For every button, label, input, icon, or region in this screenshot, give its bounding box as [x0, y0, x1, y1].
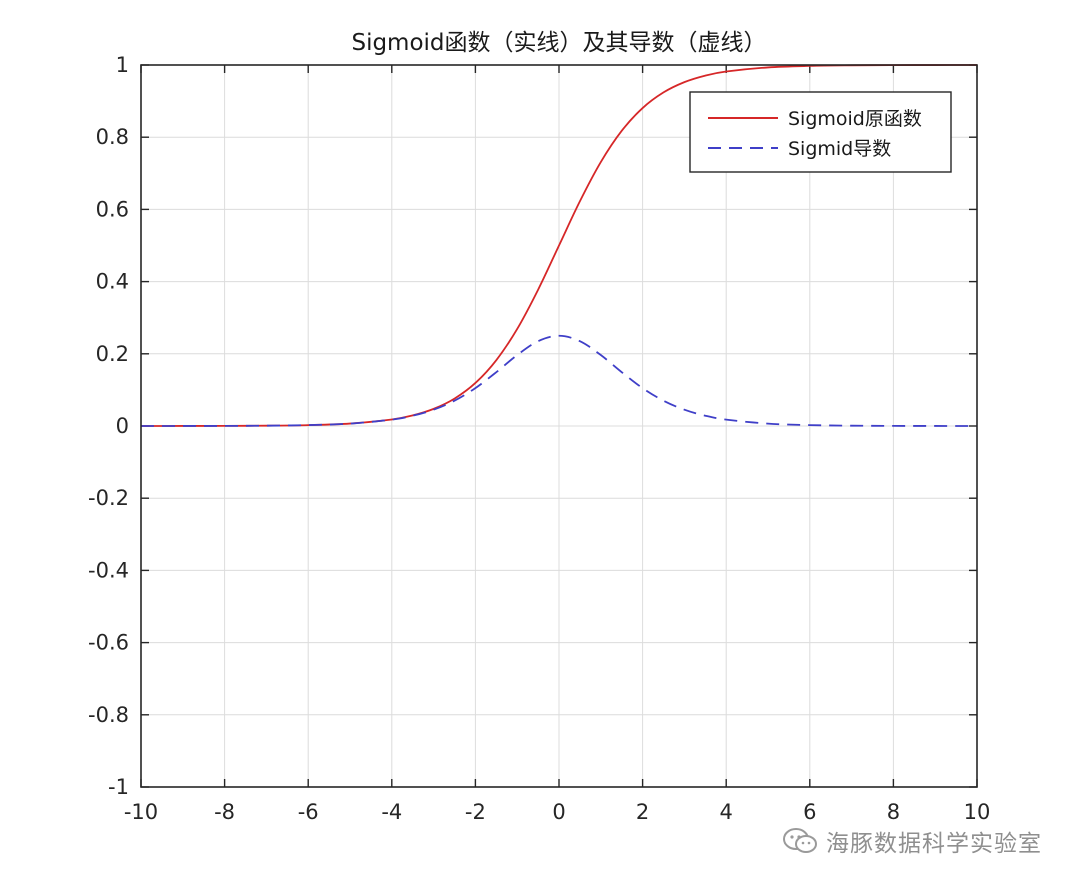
x-tick-label: 2	[636, 800, 649, 824]
series-line-derivative	[140, 334, 978, 427]
wechat-icon	[782, 827, 818, 855]
y-tick-label: -0.8	[88, 703, 129, 727]
y-tick-label: 1	[116, 53, 129, 77]
data-series	[140, 64, 978, 427]
chart-title: Sigmoid函数（实线）及其导数（虚线）	[351, 30, 766, 56]
legend: Sigmoid原函数 Sigmid导数	[689, 91, 952, 173]
x-tick-label: -8	[214, 800, 235, 824]
x-tick-label: 8	[887, 800, 900, 824]
x-tick-label: -6	[298, 800, 319, 824]
watermark-text: 海豚数据科学实验室	[826, 831, 1042, 857]
y-tick-label: -1	[108, 775, 129, 799]
x-tick-label: -2	[465, 800, 486, 824]
y-tick-label: 0.8	[96, 125, 129, 149]
x-tick-label: -10	[124, 800, 158, 824]
x-tick-label: 6	[803, 800, 816, 824]
y-tick-label: 0.2	[96, 342, 129, 366]
x-tick-label: 10	[964, 800, 991, 824]
legend-label: Sigmoid原函数	[788, 108, 922, 130]
y-tick-label: 0.6	[96, 197, 129, 221]
x-tick-label: 0	[552, 800, 565, 824]
y-tick-label: -0.4	[88, 558, 129, 582]
x-tick-label: 4	[720, 800, 733, 824]
y-tick-label: 0	[116, 414, 129, 438]
watermark: 海豚数据科学实验室	[782, 824, 1042, 858]
plot-frame	[140, 64, 978, 788]
y-tick-label: -0.6	[88, 631, 129, 655]
x-tick-label: -4	[381, 800, 402, 824]
y-tick-label: 0.4	[96, 270, 129, 294]
legend-box	[689, 91, 952, 173]
y-tick-label: -0.2	[88, 486, 129, 510]
legend-label: Sigmid导数	[788, 138, 891, 160]
